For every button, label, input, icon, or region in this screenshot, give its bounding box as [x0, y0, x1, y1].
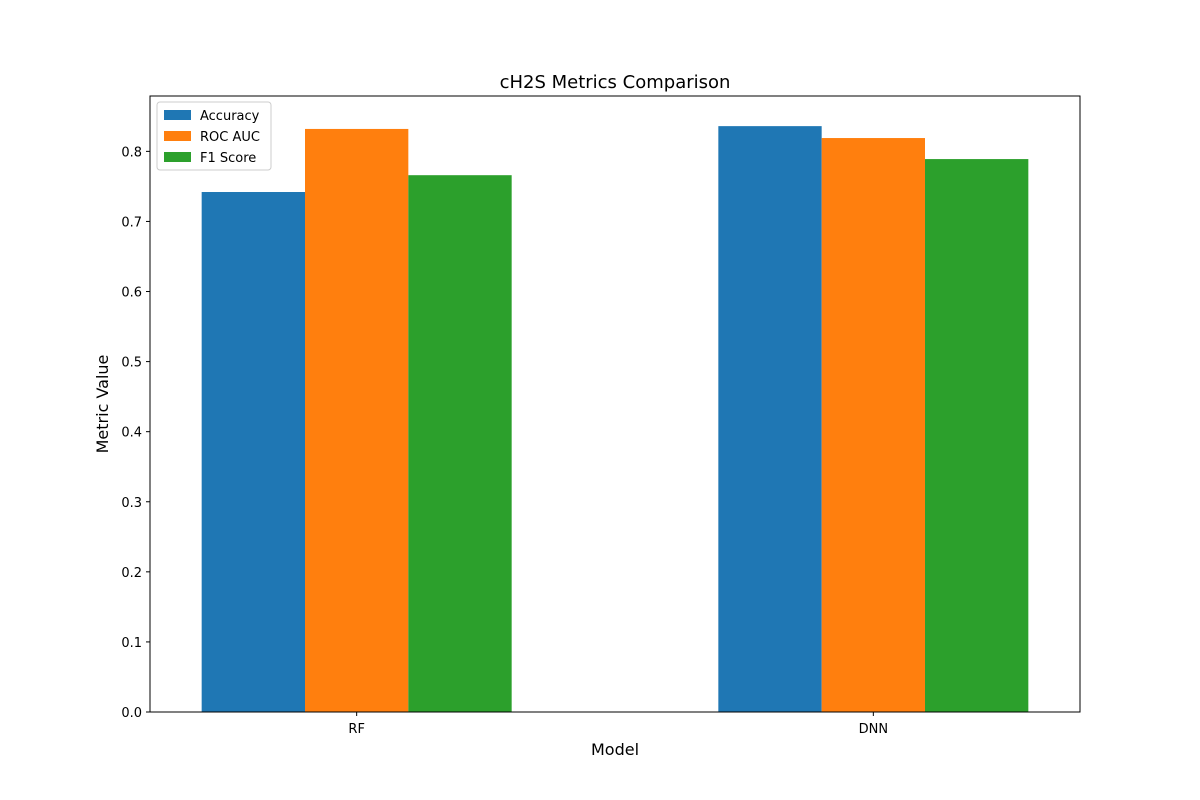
legend-label: F1 Score	[200, 151, 256, 166]
x-tick-label: DNN	[859, 722, 888, 737]
y-tick-label: 0.6	[121, 286, 142, 301]
y-tick-label: 0.3	[121, 496, 142, 511]
legend-swatch	[164, 131, 191, 141]
y-tick-label: 0.0	[121, 706, 142, 721]
bar-roc-auc-rf	[305, 128, 409, 712]
legend-swatch	[164, 110, 191, 120]
chart-title: cH2S Metrics Comparison	[500, 72, 731, 93]
y-tick-label: 0.4	[121, 426, 142, 441]
y-tick-label: 0.2	[121, 566, 142, 581]
bar-accuracy-rf	[201, 192, 305, 712]
plot-frame	[149, 95, 1081, 713]
x-axis-label: Model	[591, 740, 639, 759]
legend-label: Accuracy	[200, 109, 260, 124]
y-axis-label: Metric Value	[93, 355, 112, 454]
y-tick-label: 0.5	[121, 356, 142, 371]
bar-f1-score-rf	[408, 175, 512, 712]
legend-label: ROC AUC	[200, 130, 260, 145]
bar-f1-score-dnn	[925, 159, 1029, 713]
y-tick-label: 0.7	[121, 215, 142, 230]
x-axis: RF DNN	[348, 712, 888, 737]
legend: Accuracy ROC AUC F1 Score	[156, 101, 272, 171]
y-axis: 0.0 0.1 0.2 0.3 0.4 0.5 0.6 0.7 0.8	[121, 145, 150, 721]
bar-roc-auc-dnn	[821, 138, 925, 712]
y-tick-label: 0.8	[121, 145, 142, 160]
x-tick-label: RF	[348, 722, 365, 737]
bars-group	[201, 126, 1029, 713]
legend-swatch	[164, 152, 191, 162]
y-tick-label: 0.1	[121, 636, 142, 651]
bar-accuracy-dnn	[718, 126, 822, 712]
